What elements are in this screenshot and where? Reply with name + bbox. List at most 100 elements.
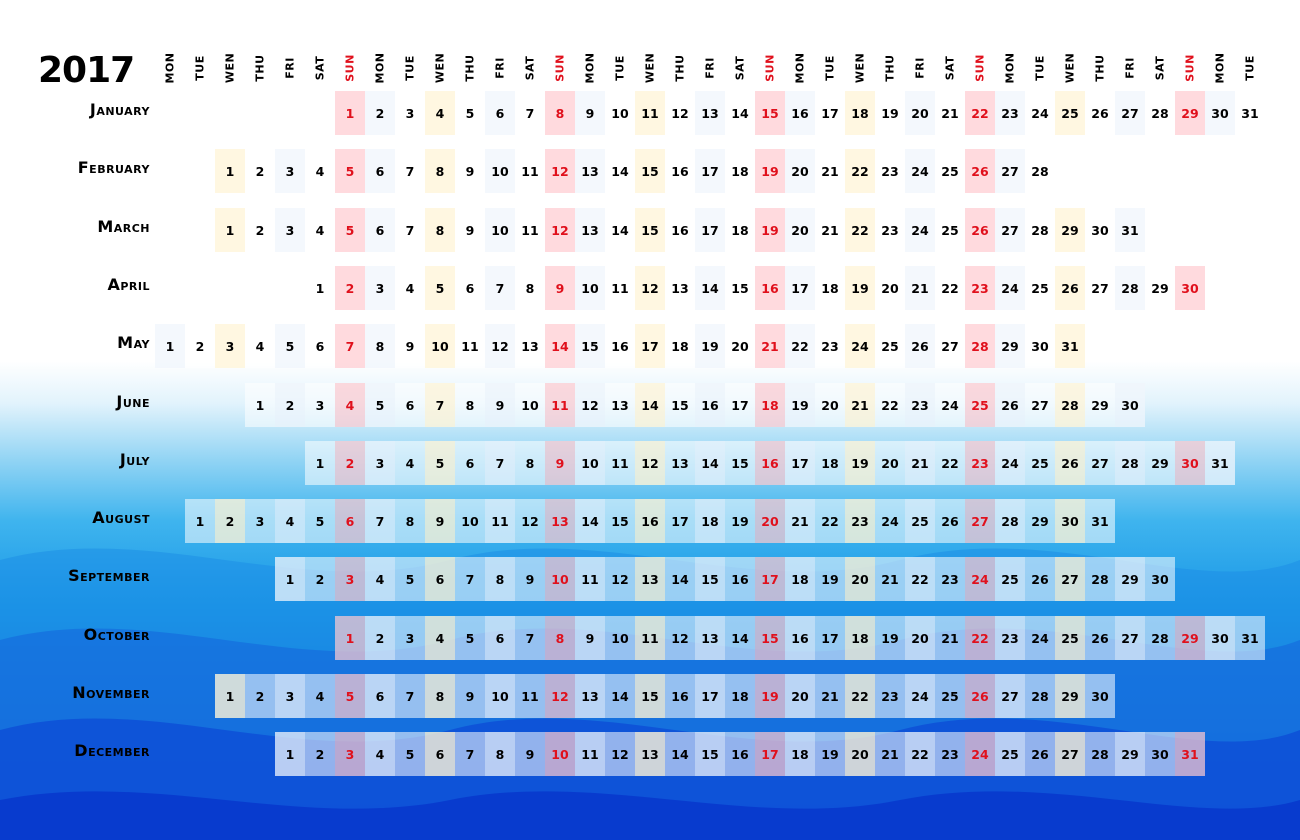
day-cell <box>755 382 785 427</box>
day-cell <box>575 557 605 602</box>
day-number: 15 <box>731 455 749 471</box>
day-number: 21 <box>851 397 869 413</box>
day-number: 8 <box>435 164 445 180</box>
sunday-date: 29 <box>1181 106 1199 121</box>
day-number: 14 <box>611 689 629 704</box>
day-number: 27 <box>1001 164 1019 180</box>
day-number: 23 <box>821 339 839 355</box>
day-number: 18 <box>821 455 839 471</box>
day-number: 19 <box>821 572 839 588</box>
day-number: 3 <box>225 339 235 355</box>
sunday-date: 19 <box>761 689 779 704</box>
day-cell <box>1205 440 1235 485</box>
day-number: 20 <box>881 455 899 471</box>
day-number: 10 <box>581 455 599 471</box>
month-label-august: August <box>92 508 150 528</box>
day-cell <box>1205 91 1235 135</box>
day-cell <box>365 557 395 602</box>
day-number: 4 <box>405 455 415 471</box>
day-number: 27 <box>1061 572 1079 588</box>
weekday-tue: TUE <box>1235 46 1265 90</box>
day-number: 13 <box>641 572 659 588</box>
weekday-sat: SAT <box>305 46 335 90</box>
day-number: 14 <box>731 106 749 121</box>
day-cell <box>995 382 1025 427</box>
day-cell <box>545 440 575 485</box>
day-cell <box>575 382 605 427</box>
day-cell <box>215 499 245 544</box>
day-cell <box>425 440 455 485</box>
day-number: 28 <box>1151 630 1169 646</box>
weekday-label: SAT <box>1153 55 1167 81</box>
day-cell <box>905 149 935 194</box>
day-cell <box>785 557 815 602</box>
day-cell <box>545 324 575 369</box>
day-cell <box>365 149 395 194</box>
day-cell <box>335 149 365 194</box>
weekday-wen: WEN <box>425 46 455 90</box>
weekday-label: THU <box>883 54 897 82</box>
day-cell <box>845 149 875 194</box>
day-cell <box>695 557 725 602</box>
day-number: 9 <box>465 164 475 180</box>
day-number: 8 <box>495 747 505 763</box>
day-cell <box>1115 440 1145 485</box>
day-number: 23 <box>881 689 899 704</box>
sunday-date: 5 <box>345 164 355 180</box>
weekday-label: SUN <box>1183 54 1197 82</box>
day-cell <box>755 91 785 135</box>
day-cell <box>545 674 575 718</box>
weekday-tue: TUE <box>1025 46 1055 90</box>
month-label-october: October <box>83 624 150 644</box>
day-number: 19 <box>731 514 749 530</box>
day-cell <box>425 324 455 369</box>
day-number: 29 <box>1121 747 1139 763</box>
day-number: 11 <box>461 339 479 355</box>
day-number: 23 <box>881 164 899 180</box>
day-cell <box>755 324 785 369</box>
day-number: 8 <box>435 222 445 238</box>
day-cell <box>485 382 515 427</box>
day-cell <box>965 382 995 427</box>
month-band <box>335 91 1265 135</box>
sunday-date: 1 <box>345 630 355 646</box>
day-cell <box>1055 674 1085 718</box>
day-cell <box>425 382 455 427</box>
day-cell <box>335 615 365 660</box>
day-number: 7 <box>525 630 535 646</box>
weekday-wen: WEN <box>1055 46 1085 90</box>
day-number: 14 <box>671 572 689 588</box>
day-number: 5 <box>315 514 325 530</box>
day-cell <box>965 265 995 310</box>
day-cell <box>275 149 305 194</box>
weekday-thu: THU <box>455 46 485 90</box>
day-number: 30 <box>1121 397 1139 413</box>
day-cell <box>275 382 305 427</box>
day-number: 20 <box>731 339 749 355</box>
day-cell <box>635 674 665 718</box>
day-number: 3 <box>375 280 385 296</box>
day-number: 10 <box>491 164 509 180</box>
day-number: 18 <box>791 747 809 763</box>
day-cell <box>845 732 875 777</box>
weekday-label: TUE <box>1243 55 1257 81</box>
sunday-date: 30 <box>1181 455 1199 471</box>
weekday-label: SUN <box>343 54 357 82</box>
day-cell <box>1115 382 1145 427</box>
day-number: 5 <box>435 280 445 296</box>
day-number: 9 <box>495 397 505 413</box>
sunday-date: 23 <box>971 280 989 296</box>
day-cell <box>1115 732 1145 777</box>
day-number: 10 <box>491 222 509 238</box>
day-cell <box>485 557 515 602</box>
day-number: 11 <box>611 455 629 471</box>
day-cell <box>695 732 725 777</box>
sunday-date: 5 <box>345 222 355 238</box>
weekday-thu: THU <box>665 46 695 90</box>
sunday-date: 4 <box>345 397 355 413</box>
day-number: 21 <box>941 106 959 121</box>
day-cell <box>335 557 365 602</box>
day-number: 31 <box>1061 339 1079 355</box>
day-number: 1 <box>225 222 235 238</box>
day-cell <box>155 324 185 369</box>
